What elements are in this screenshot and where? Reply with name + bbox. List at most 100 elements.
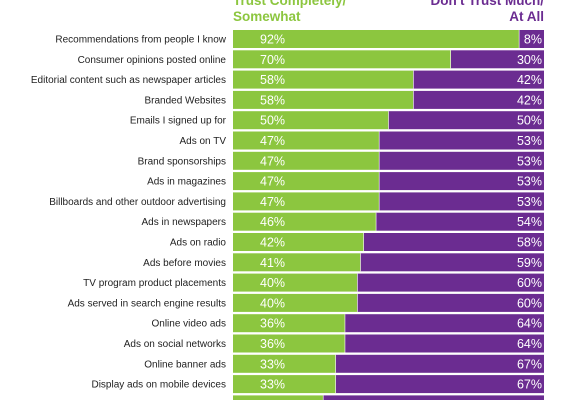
distrust-bar [450,50,544,69]
category-label: Ads in newspapers [142,217,227,228]
trust-value-label: 41% [260,256,285,270]
distrust-bar [413,90,544,109]
trust-bar [233,151,380,170]
distrust-bar [344,334,544,353]
trust-bar [233,212,377,231]
chart-row: Branded Websites 58% 42% [144,90,544,109]
trust-value-label: 33% [260,378,285,392]
trust-bar [233,293,358,312]
chart-row: Display ads on mobile devices 33% 67% [91,375,544,394]
chart-row: Consumer opinions posted online 70% 30% [78,50,544,69]
trust-value-label: 29% [260,398,285,400]
chart-row: Ads in newspapers 46% 54% [142,212,544,231]
chart-row: Ads served in search engine results 40% 60… [68,293,544,312]
trust-value-label: 40% [260,296,285,310]
chart-row: Online video ads 36% 64% [152,314,544,333]
chart-row: Emails I signed up for 50% 50% [130,111,544,130]
trust-value-label: 47% [260,134,285,148]
legend-entry-1-line-1: Trust Completely/ [233,0,347,8]
chart-row: Editorial content such as newspaper arti… [31,70,544,89]
distrust-value-label: 54% [517,215,542,229]
trust-bar [233,131,380,150]
legend: Trust Completely/Somewhat Don't Trust Muc… [233,0,544,24]
distrust-bar [379,172,544,191]
category-label: Ads on radio [170,238,227,249]
trust-value-label: 92% [260,33,285,47]
trust-value-label: 33% [260,357,285,371]
distrust-bar [357,293,544,312]
trust-value-label: 70% [260,53,285,67]
trust-value-label: 40% [260,276,285,290]
chart-rows: Recommendations from people I know 92% 8% C… [31,30,544,400]
distrust-bar [344,314,544,333]
trust-bar [233,172,380,191]
chart-row: Ads on social networks 36% 64% [124,334,544,353]
chart-row: 29% 71% [233,395,544,400]
category-label: Online video ads [152,319,227,330]
category-label: Online banner ads [144,359,226,370]
distrust-value-label: 50% [517,114,542,128]
distrust-bar [360,253,544,272]
category-label: Display ads on mobile devices [91,380,226,391]
trust-bar [233,90,414,109]
category-label: Ads in magazines [147,177,226,188]
trust-value-label: 36% [260,317,285,331]
distrust-bar [379,131,544,150]
distrust-value-label: 59% [517,256,542,270]
distrust-bar [323,395,544,400]
distrust-value-label: 71% [517,398,542,400]
distrust-value-label: 30% [517,53,542,67]
trust-value-label: 58% [260,73,285,87]
distrust-value-label: 64% [517,317,542,331]
distrust-value-label: 60% [517,296,542,310]
trust-value-label: 46% [260,215,285,229]
distrust-value-label: 67% [517,378,542,392]
legend-entry-2-line-1: Don't Trust Much/ [431,0,545,8]
trust-bar [233,192,380,211]
distrust-bar [335,375,544,394]
category-label: Editorial content such as newspaper arti… [31,75,226,86]
distrust-bar [413,70,544,89]
trust-value-label: 47% [260,195,285,209]
distrust-bar [519,30,544,48]
distrust-value-label: 53% [517,175,542,189]
distrust-value-label: 67% [517,357,542,371]
distrust-value-label: 64% [517,337,542,351]
category-label: Ads served in search engine results [68,298,226,309]
chart-row: Ads in magazines 47% 53% [147,172,544,191]
distrust-bar [363,233,544,251]
chart-row: Online banner ads 33% 67% [144,354,544,373]
distrust-value-label: 60% [517,276,542,290]
trust-bar [233,314,345,333]
distrust-bar [335,354,544,373]
distrust-value-label: 42% [517,73,542,87]
trust-bar [233,334,345,353]
category-label: Billboards and other outdoor advertising [49,197,226,208]
category-label: Ads before movies [143,258,226,269]
chart-row: Ads on radio 42% 58% [170,233,544,251]
distrust-value-label: 53% [517,134,542,148]
chart-row: TV program product placements 40% 60% [83,273,544,292]
trust-bar [233,50,451,69]
chart-row: Brand sponsorships 47% 53% [138,151,544,170]
trust-value-label: 58% [260,93,285,107]
trust-bar [233,233,364,251]
trust-bar [233,111,389,130]
trust-bar [233,395,324,400]
trust-bar [233,30,520,48]
legend-entry-2-line-2: At All [509,9,544,24]
trust-bar [233,253,361,272]
category-label: Brand sponsorships [138,156,226,167]
trust-value-label: 42% [260,236,285,250]
distrust-bar [379,151,544,170]
distrust-bar [388,111,544,130]
trust-value-label: 47% [260,154,285,168]
distrust-value-label: 53% [517,195,542,209]
chart-row: Billboards and other outdoor advertising… [49,192,544,211]
category-label: Ads on TV [179,136,226,147]
distrust-bar [376,212,544,231]
trust-value-label: 50% [260,114,285,128]
distrust-value-label: 42% [517,93,542,107]
distrust-value-label: 53% [517,154,542,168]
